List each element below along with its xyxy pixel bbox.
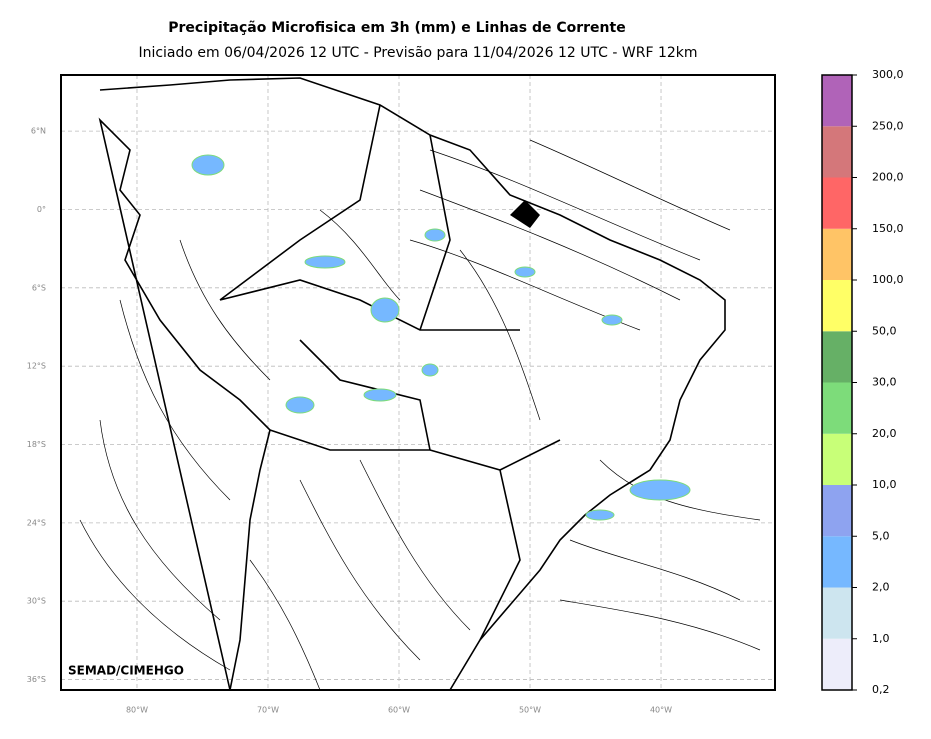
colorbar-label: 30,0 <box>872 376 897 389</box>
lat-label: 30°S <box>27 597 46 606</box>
lat-label: 6°N <box>31 127 46 136</box>
streamline <box>79 139 761 691</box>
colorbar: 0,2 1,0 2,0 5,0 10,0 20,0 30,0 50,0 100,0 150,0 20… <box>821 68 904 696</box>
colorbar-segment <box>822 382 852 434</box>
lat-label: 36°S <box>27 675 46 684</box>
colorbar-segment <box>822 433 852 485</box>
amazon-mouth <box>510 200 540 228</box>
borders <box>219 104 561 641</box>
map-frame <box>60 74 776 691</box>
colorbar-segment <box>822 75 852 127</box>
lon-label: 70°W <box>257 706 279 715</box>
lat-label: 0° <box>37 205 46 214</box>
lon-label: 50°W <box>519 706 541 715</box>
colorbar-label: 150,0 <box>872 222 904 235</box>
colorbar-segment <box>822 638 852 690</box>
colorbar-segment <box>822 331 852 383</box>
colorbar-segment <box>822 587 852 639</box>
colorbar-label: 10,0 <box>872 478 897 491</box>
precipitation <box>191 154 691 521</box>
map-drawing <box>79 77 761 691</box>
watermark: SEMAD/CIMEHGO <box>68 664 184 678</box>
subtitle: Iniciado em 06/04/2026 12 UTC - Previsão… <box>138 45 697 61</box>
colorbar-label: 1,0 <box>872 632 890 645</box>
colorbar-label: 0,2 <box>872 683 890 696</box>
lat-label: 24°S <box>27 518 46 527</box>
lat-label: 6°S <box>32 283 46 292</box>
lat-label: 12°S <box>27 362 46 371</box>
colorbar-label: 250,0 <box>872 119 904 132</box>
lat-label: 18°S <box>27 440 46 449</box>
colorbar-label: 300,0 <box>872 68 904 81</box>
colorbar-label: 20,0 <box>872 427 897 440</box>
colorbar-label: 200,0 <box>872 171 904 184</box>
colorbar-label: 2,0 <box>872 581 890 594</box>
colorbar-segment <box>822 280 852 332</box>
title: Precipitação Microfisica em 3h (mm) e Li… <box>168 20 625 36</box>
colorbar-segment <box>822 228 852 280</box>
lon-label: 40°W <box>650 706 672 715</box>
colorbar-segment <box>822 536 852 588</box>
grid <box>61 75 775 690</box>
colorbar-label: 50,0 <box>872 324 897 337</box>
lon-label: 80°W <box>126 706 148 715</box>
lon-label: 60°W <box>388 706 410 715</box>
colorbar-segment <box>822 485 852 537</box>
colorbar-label: 5,0 <box>872 529 890 542</box>
colorbar-label: 100,0 <box>872 273 904 286</box>
colorbar-segment <box>822 126 852 178</box>
colorbar-segment <box>822 177 852 229</box>
